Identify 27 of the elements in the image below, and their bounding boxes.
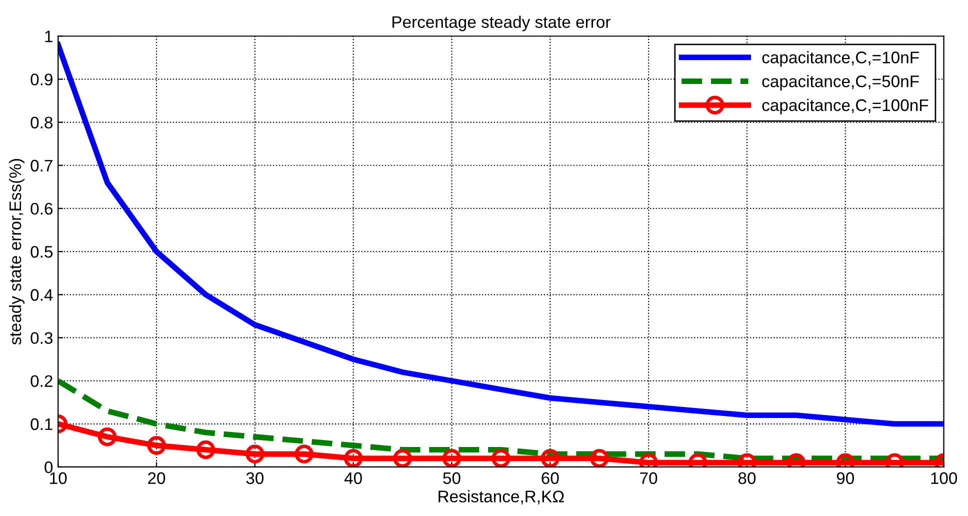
chart-title: Percentage steady state error (392, 16, 610, 32)
legend-label: capacitance,C,=10nF (762, 51, 919, 67)
x-axis-title: Resistance,R,KΩ (438, 490, 564, 504)
x-tick-label: 90 (836, 472, 854, 484)
x-tick-label: 10 (50, 472, 67, 484)
y-axis-title: steady state error,Ess(%) (8, 159, 24, 345)
x-tick-label: 40 (344, 472, 362, 484)
y-tick-label: 0.8 (30, 116, 52, 128)
y-tick-label: 0.4 (30, 289, 53, 301)
x-tick-label: 30 (246, 472, 264, 484)
y-tick-label: 0.7 (30, 160, 52, 172)
legend-label: capacitance,C,=100nF (762, 98, 928, 114)
y-tick-label: 0.3 (30, 332, 52, 344)
x-tick-label: 60 (542, 472, 559, 484)
y-tick-label: 0.6 (30, 202, 52, 215)
y-tick-label: 0.1 (30, 418, 52, 430)
x-tick-label: 80 (738, 472, 756, 484)
y-tick-label: 1 (45, 30, 52, 42)
y-tick-label: 0.2 (30, 375, 52, 388)
x-tick-label: 70 (640, 472, 658, 484)
y-tick-label: 0.9 (30, 74, 52, 86)
x-tick-label: 100 (931, 472, 958, 484)
y-tick-label: 0.5 (30, 246, 53, 258)
x-tick-label: 20 (148, 472, 166, 484)
x-tick-label: 50 (443, 472, 460, 484)
legend-label: capacitance,C,=50nF (762, 74, 919, 91)
y-tick-label: 0 (44, 461, 53, 474)
